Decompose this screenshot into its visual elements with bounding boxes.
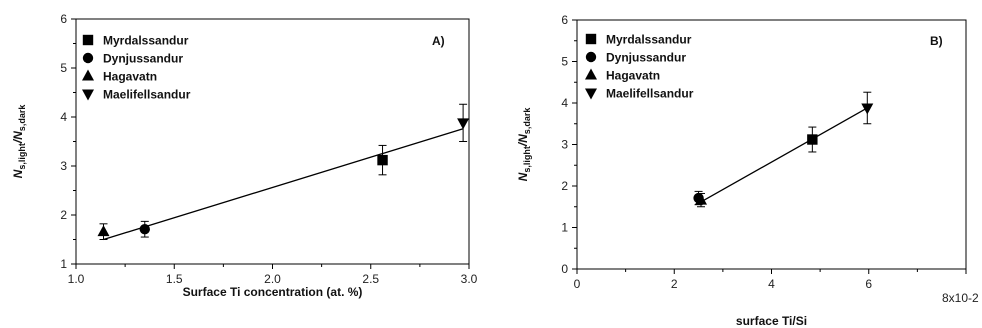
fit-line — [697, 107, 868, 205]
x-axis-label: surface Ti/Si — [736, 314, 807, 328]
y-tick-label: 3 — [561, 138, 568, 152]
legend-marker — [585, 68, 597, 80]
y-label-main: /N — [11, 131, 25, 144]
legend-label: Maelifellsandur — [606, 87, 694, 101]
panel-label: B) — [930, 34, 943, 48]
y-tick-label: 6 — [60, 12, 67, 26]
y-label-sub: s,dark — [522, 107, 532, 135]
legend-label: Hagavatn — [606, 69, 660, 83]
y-label-main: N — [516, 172, 530, 181]
data-point — [97, 225, 110, 237]
y-tick-label: 5 — [561, 55, 568, 69]
data-point — [861, 103, 874, 115]
y-tick-label: 4 — [60, 110, 67, 124]
y-label-main: /N — [516, 134, 530, 147]
legend-label: Maelifellsandur — [103, 88, 191, 102]
y-axis-label: Ns,light/Ns,dark — [11, 104, 27, 179]
x-tick-label: 0 — [574, 277, 581, 291]
x-tick-label: 2.5 — [362, 272, 379, 286]
panel-b-chart: 0 2 4 6 8x10-2 0 1 2 3 4 5 6 surface Ti/Si Ns,light/N… — [516, 13, 979, 328]
x-tick-label: 4 — [768, 277, 775, 291]
legend-label: Dynjussandur — [103, 52, 183, 66]
y-tick-label: 3 — [60, 159, 67, 173]
fit-line — [103, 128, 464, 241]
data-point — [694, 193, 707, 205]
y-tick-label: 0 — [561, 262, 568, 276]
x-tick-label: 6 — [865, 277, 872, 291]
x-tick-label: 2 — [671, 277, 678, 291]
legend-marker — [585, 51, 597, 63]
legend-marker — [82, 69, 94, 81]
data-point — [457, 118, 470, 130]
legend-label: Myrdalssandur — [103, 34, 189, 48]
y-label-sub: s,light — [522, 146, 532, 173]
y-label-sub: s,light — [17, 143, 27, 170]
legend-label: Dynjussandur — [606, 51, 686, 65]
y-tick-label: 4 — [561, 96, 568, 110]
panel-label: A) — [432, 34, 445, 48]
legend-marker — [82, 89, 94, 101]
x-tick-label: 1.5 — [166, 272, 183, 286]
y-tick-label: 2 — [60, 208, 67, 222]
y-tick-label: 1 — [561, 221, 568, 235]
y-tick-label: 6 — [561, 13, 568, 27]
x-tick-label: 2.0 — [264, 272, 281, 286]
legend-label: Hagavatn — [103, 70, 157, 84]
legend-marker — [585, 88, 597, 100]
legend-marker — [82, 52, 94, 64]
legend-label: Myrdalssandur — [606, 33, 692, 47]
panel-a-chart: 1.0 1.5 2.0 2.5 3.0 1 2 3 4 5 6 Surface Ti concentr… — [11, 12, 478, 299]
data-point — [139, 224, 150, 235]
x-axis-label: Surface Ti concentration (at. %) — [183, 285, 363, 299]
y-tick-label: 1 — [60, 257, 67, 271]
x-tick-label: 3.0 — [461, 272, 478, 286]
legend-marker — [82, 34, 94, 46]
y-label-main: N — [11, 169, 25, 178]
y-label-sub: s,dark — [17, 104, 27, 132]
y-tick-label: 5 — [60, 61, 67, 75]
y-tick-label: 2 — [561, 179, 568, 193]
x-tick-label: 1.0 — [68, 272, 85, 286]
legend-marker — [585, 33, 597, 45]
data-point — [377, 154, 388, 166]
y-axis-label: Ns,light/Ns,dark — [516, 107, 532, 182]
x-tick-label: 8x10-2 — [942, 291, 979, 305]
data-point — [807, 134, 818, 145]
